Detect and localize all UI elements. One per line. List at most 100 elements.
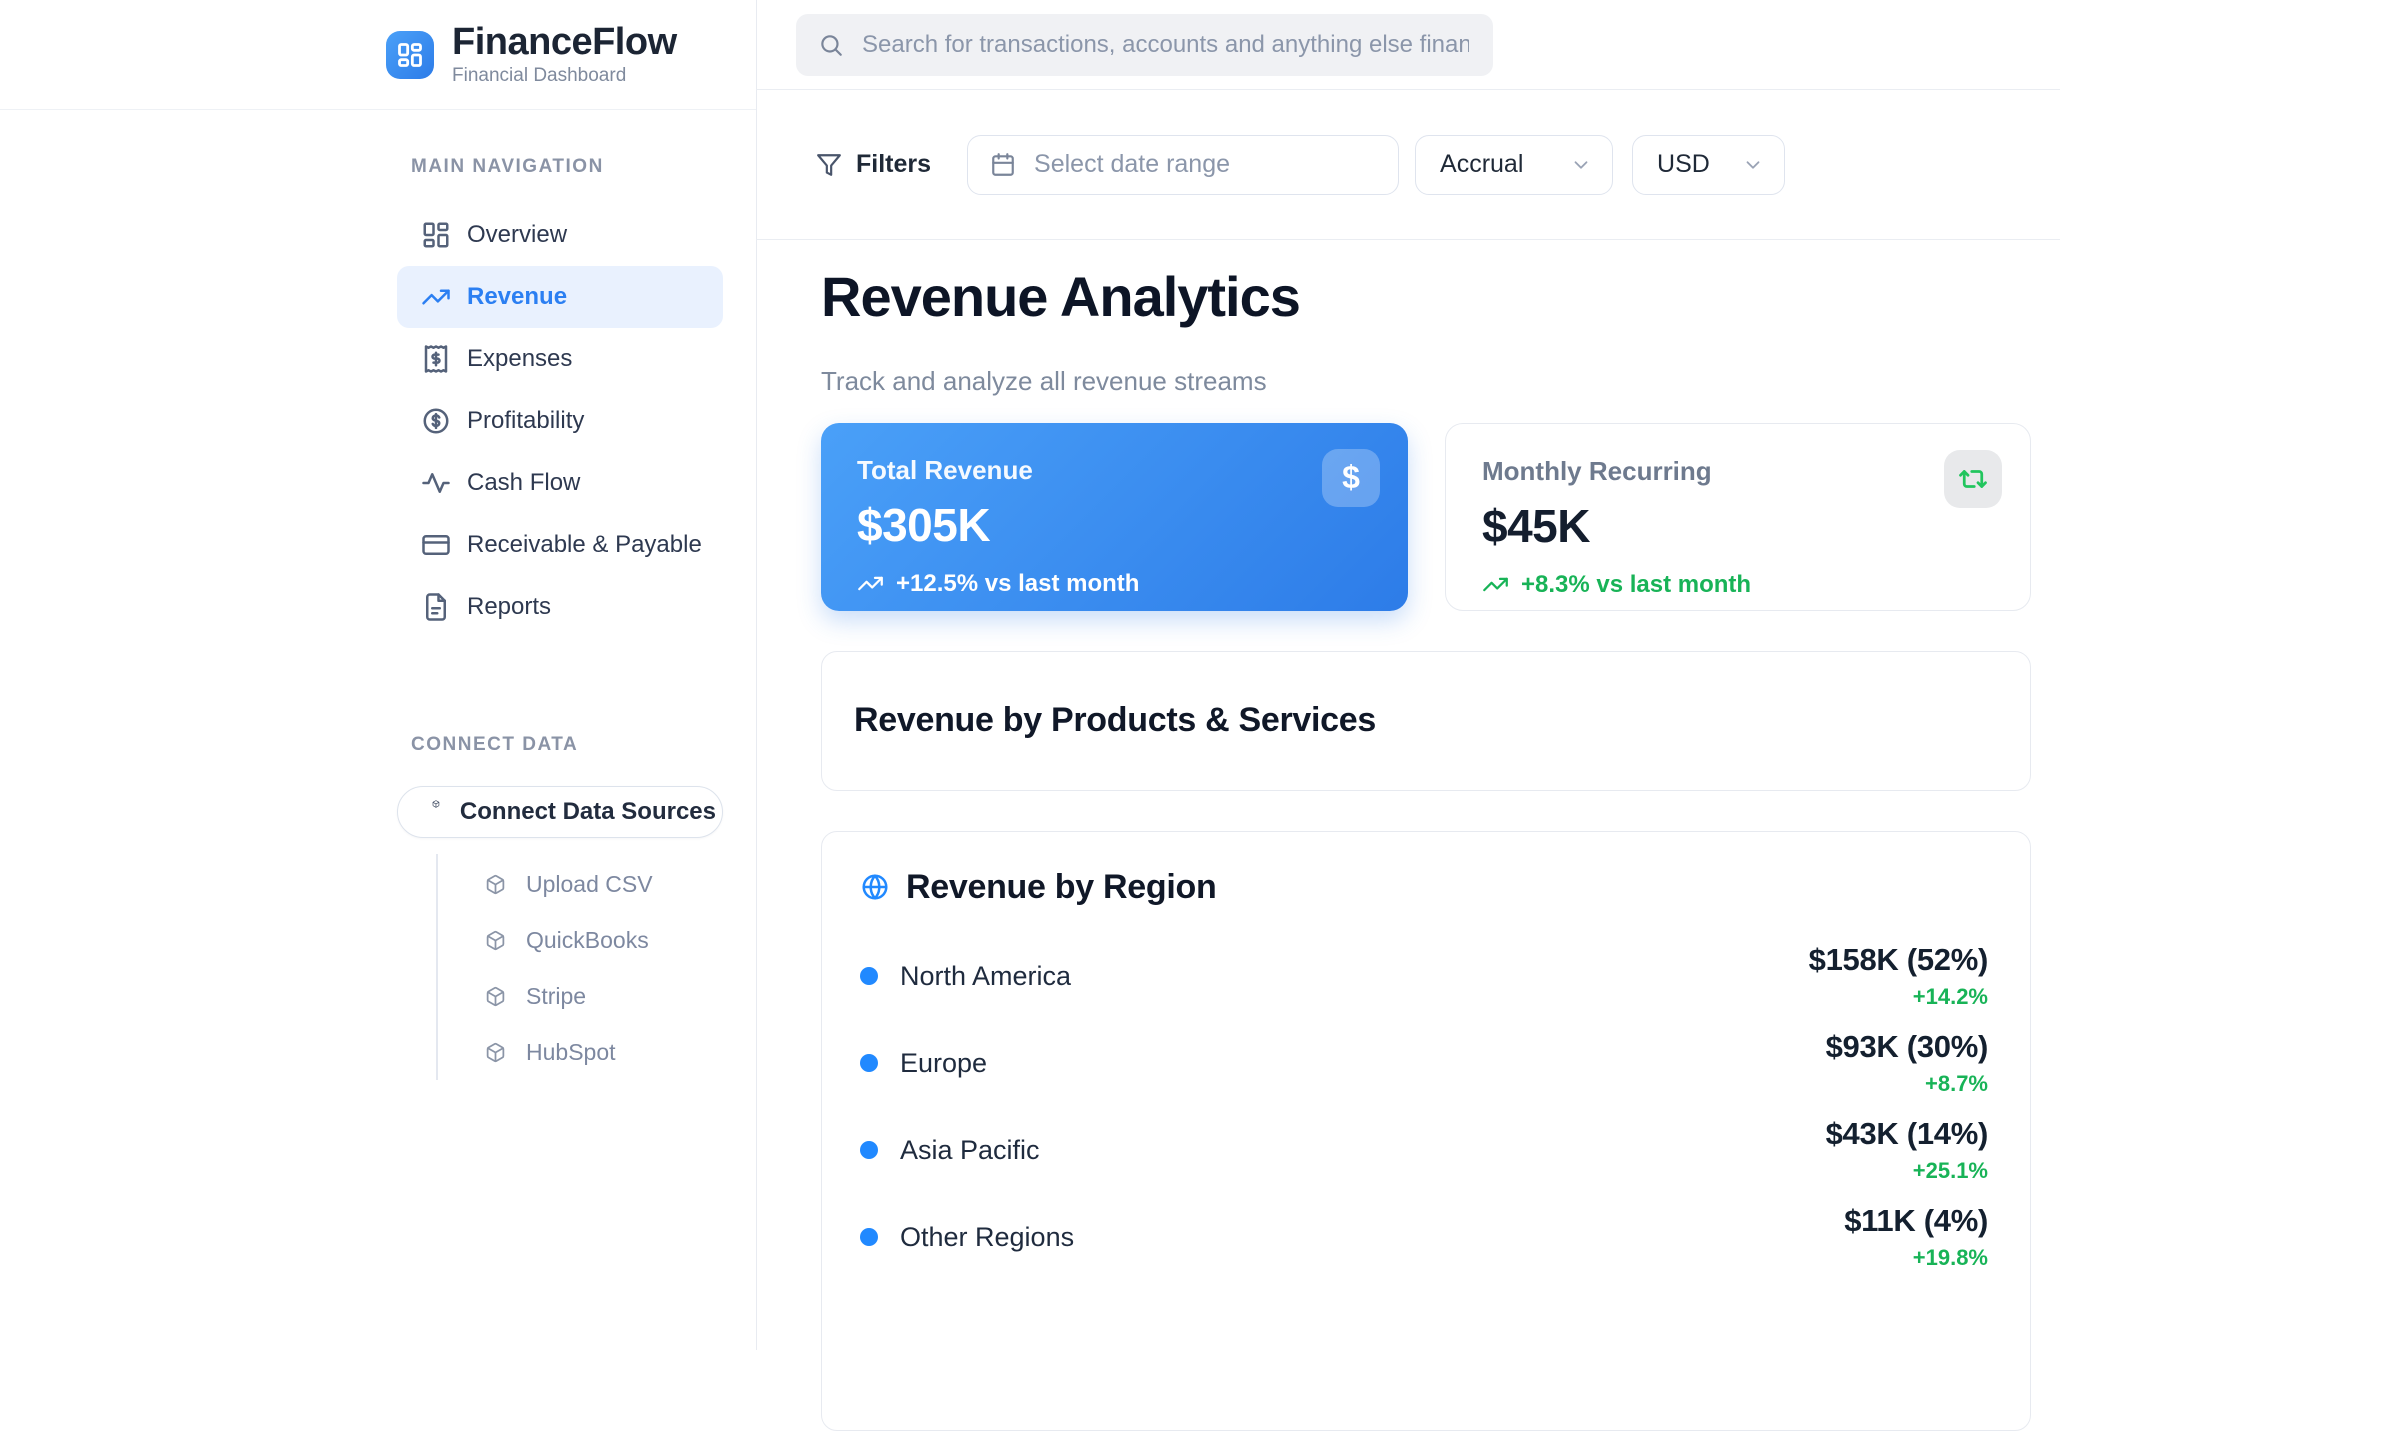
total-revenue-card: Total Revenue $305K +12.5% vs last month… (821, 422, 1408, 611)
region-value: $11K (4%) (1844, 1203, 1988, 1239)
region-panel-title: Revenue by Region (906, 867, 1217, 906)
cube-icon (432, 800, 440, 824)
region-name: Other Regions (900, 1221, 1075, 1252)
file-text-icon (421, 592, 451, 622)
brand-header: FinanceFlow Financial Dashboard (0, 0, 756, 110)
region-row-europe: Europe $93K (30%) +8.7% (860, 1020, 1988, 1107)
currency-select[interactable]: USD (1632, 134, 1786, 195)
main-content: Filters Accrual USD Revenue Analytics Tr… (756, 0, 2060, 1431)
region-dot (860, 1228, 878, 1247)
region-change: +19.8% (1912, 1245, 1988, 1271)
app-logo (386, 30, 434, 79)
top-search-bar (756, 0, 2060, 90)
page-title: Revenue Analytics (821, 265, 1301, 328)
sidebar: FinanceFlow Financial Dashboard MAIN NAV… (0, 0, 757, 1350)
region-dot (860, 1054, 878, 1073)
source-item-label: QuickBooks (526, 926, 649, 953)
region-change: +25.1% (1912, 1158, 1988, 1184)
cube-icon (485, 1042, 506, 1063)
region-value: $158K (52%) (1808, 942, 1989, 978)
dashboard-grid-icon (421, 220, 451, 250)
trending-up-icon (857, 570, 884, 597)
sidebar-item-label: Overview (467, 221, 568, 248)
region-value: $43K (14%) (1825, 1116, 1989, 1152)
trending-up-icon (1482, 571, 1509, 598)
chevron-down-icon (1742, 154, 1764, 176)
sidebar-item-overview[interactable]: Overview (397, 204, 723, 266)
kpi-value: $305K (857, 498, 991, 551)
region-dot (860, 1141, 878, 1160)
sidebar-item-label: Cash Flow (467, 469, 581, 496)
source-item-hubspot[interactable]: HubSpot (438, 1024, 723, 1080)
activity-pulse-icon (421, 468, 451, 498)
products-panel-title: Revenue by Products & Services (854, 701, 1377, 740)
repeat-icon (1944, 449, 2002, 508)
sidebar-item-label: Revenue (467, 283, 568, 310)
trending-up-icon (421, 282, 451, 312)
accounting-basis-value: Accrual (1440, 150, 1524, 178)
sidebar-item-receivable-payable[interactable]: Receivable & Payable (397, 514, 723, 576)
region-dot (860, 967, 878, 986)
funnel-icon (816, 152, 842, 178)
source-item-label: Upload CSV (526, 870, 653, 897)
sidebar-item-profitability[interactable]: Profitability (397, 390, 723, 452)
cube-icon (485, 874, 506, 895)
data-source-list: Upload CSV QuickBooks Stripe HubSpot (436, 854, 723, 1080)
kpi-label: Total Revenue (857, 454, 1033, 485)
region-row-asia-pacific: Asia Pacific $43K (14%) +25.1% (860, 1107, 1988, 1194)
filters-toggle[interactable]: Filters (816, 150, 931, 179)
credit-card-icon (421, 530, 451, 560)
dollar-circle-icon (421, 406, 451, 436)
search-icon (818, 32, 844, 58)
revenue-by-region-panel: Revenue by Region North America $158K (5… (821, 830, 2031, 1431)
kpi-trend: +12.5% vs last month (857, 570, 1372, 598)
region-change: +14.2% (1912, 984, 1988, 1010)
monthly-recurring-card: Monthly Recurring $45K +8.3% vs last mon… (1445, 422, 2031, 611)
region-panel-header: Revenue by Region (860, 868, 1988, 907)
kpi-trend-text: +8.3% vs last month (1521, 570, 1752, 598)
sidebar-item-label: Profitability (467, 407, 585, 434)
region-name: Europe (900, 1047, 988, 1078)
kpi-trend-text: +12.5% vs last month (896, 569, 1140, 597)
kpi-cards: Total Revenue $305K +12.5% vs last month… (821, 422, 2060, 611)
region-name: Asia Pacific (900, 1134, 1040, 1165)
accounting-basis-select[interactable]: Accrual (1415, 134, 1614, 195)
search-input[interactable] (860, 29, 1471, 60)
kpi-label: Monthly Recurring (1482, 455, 1712, 486)
source-item-label: HubSpot (526, 1038, 616, 1065)
date-range-input[interactable] (1032, 149, 1377, 180)
connect-data-sources-button[interactable]: Connect Data Sources (397, 786, 723, 838)
brand-text: FinanceFlow Financial Dashboard (452, 22, 677, 87)
receipt-icon (421, 344, 451, 374)
chevron-down-icon (1570, 154, 1592, 176)
sidebar-item-label: Expenses (467, 345, 573, 372)
sidebar-item-reports[interactable]: Reports (397, 576, 723, 638)
calendar-icon (990, 152, 1016, 178)
dashboard-grid-icon (396, 41, 424, 69)
region-row-north-america: North America $158K (52%) +14.2% (860, 933, 1988, 1020)
sidebar-item-cash-flow[interactable]: Cash Flow (397, 452, 723, 514)
dollar-icon: $ (1322, 448, 1380, 507)
connect-section-heading: CONNECT DATA (411, 734, 579, 755)
cube-icon (485, 930, 506, 951)
nav-section-heading: MAIN NAVIGATION (411, 156, 604, 177)
region-row-other-regions: Other Regions $11K (4%) +19.8% (860, 1194, 1988, 1281)
brand-tagline: Financial Dashboard (452, 65, 627, 86)
page-subtitle: Track and analyze all revenue streams (821, 365, 1267, 396)
region-list: North America $158K (52%) +14.2% Europe … (860, 933, 1988, 1281)
source-item-upload-csv[interactable]: Upload CSV (438, 856, 723, 912)
cube-icon (485, 986, 506, 1007)
global-search[interactable] (796, 13, 1493, 76)
currency-value: USD (1657, 150, 1710, 178)
region-name: North America (900, 960, 1072, 991)
main-navigation: Overview Revenue Expenses Profitability (397, 204, 723, 638)
sidebar-item-label: Reports (467, 593, 552, 620)
sidebar-item-expenses[interactable]: Expenses (397, 328, 723, 390)
date-range-picker[interactable] (967, 134, 1400, 195)
source-item-stripe[interactable]: Stripe (438, 968, 723, 1024)
sidebar-item-revenue[interactable]: Revenue (397, 266, 723, 328)
source-item-quickbooks[interactable]: QuickBooks (438, 912, 723, 968)
filter-toolbar: Filters Accrual USD (756, 90, 2060, 240)
connect-button-label: Connect Data Sources (459, 798, 716, 825)
filters-label: Filters (856, 150, 932, 178)
